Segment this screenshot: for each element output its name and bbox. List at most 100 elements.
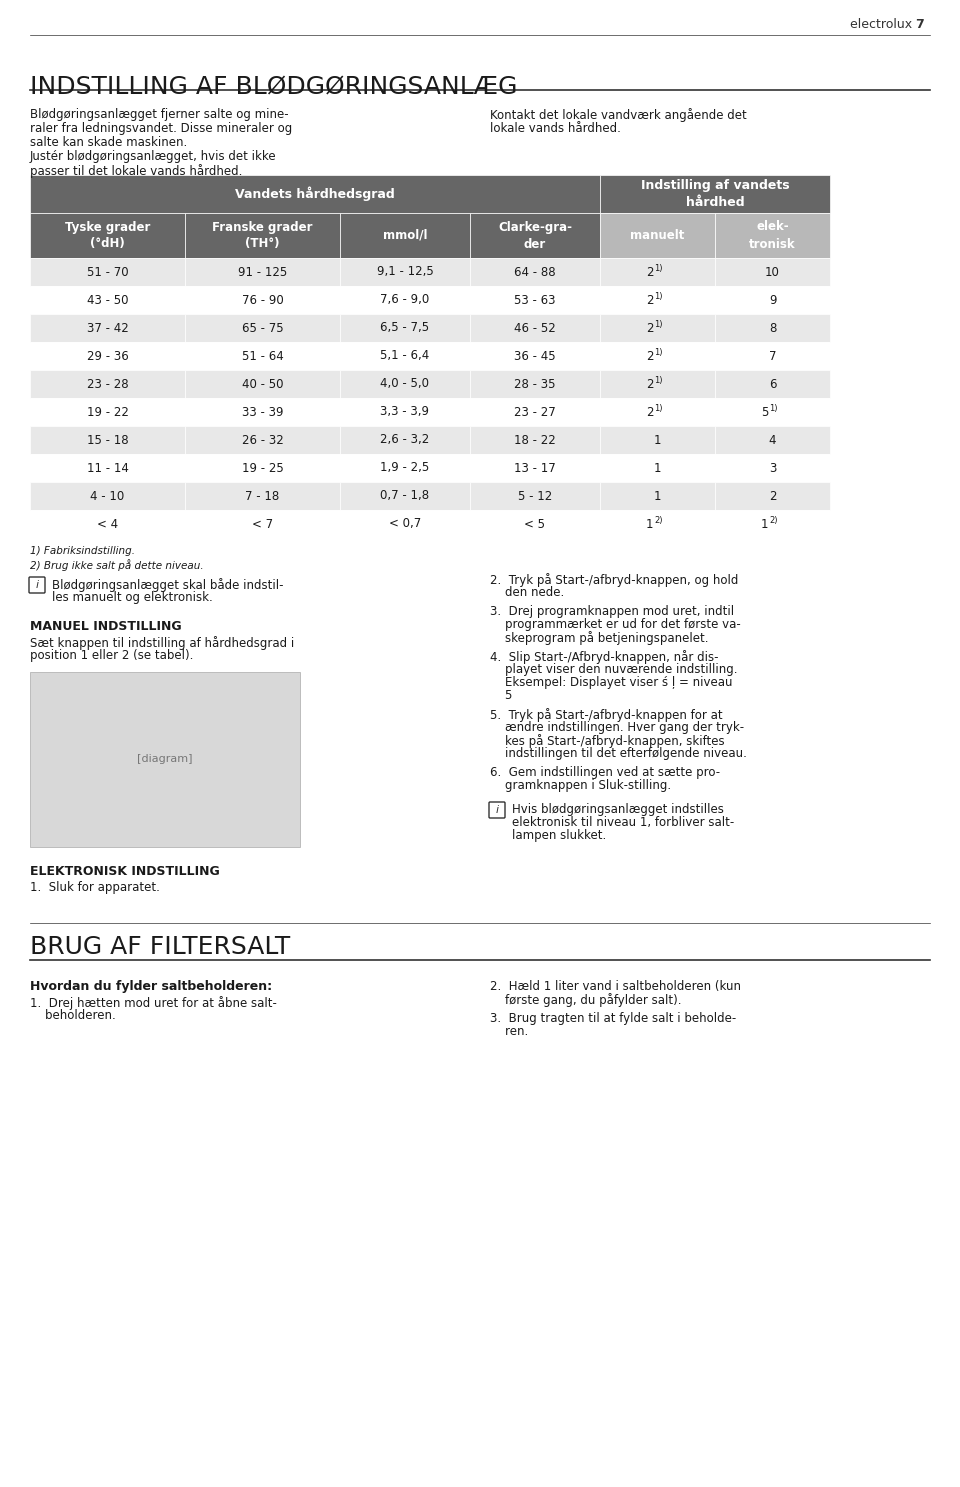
Text: 1) Fabriksindstilling.: 1) Fabriksindstilling.	[30, 546, 135, 556]
Text: 7: 7	[915, 18, 924, 31]
Text: les manuelt og elektronisk.: les manuelt og elektronisk.	[52, 590, 213, 604]
Bar	[715, 425, 830, 454]
Text: mmol/l: mmol/l	[383, 229, 427, 242]
Text: Indstilling af vandets
hårdhed: Indstilling af vandets hårdhed	[640, 178, 789, 210]
Bar	[185, 314, 340, 342]
Text: 4.  Slip Start-/Afbryd-knappen, når dis-: 4. Slip Start-/Afbryd-knappen, når dis-	[490, 650, 718, 665]
Bar	[715, 342, 830, 370]
Text: 2.  Hæld 1 liter vand i saltbeholderen (kun: 2. Hæld 1 liter vand i saltbeholderen (k…	[490, 980, 741, 993]
Text: 33 - 39: 33 - 39	[242, 406, 283, 418]
Text: 9,1 - 12,5: 9,1 - 12,5	[376, 266, 433, 278]
Bar	[340, 482, 470, 510]
Text: [diagram]: [diagram]	[137, 754, 193, 764]
Text: 1): 1)	[655, 376, 663, 385]
Bar	[185, 286, 340, 314]
Text: 1: 1	[654, 461, 661, 474]
Bar	[715, 370, 830, 399]
Bar	[600, 314, 715, 342]
Text: 2: 2	[646, 293, 654, 306]
Text: 6,5 - 7,5: 6,5 - 7,5	[380, 321, 429, 335]
Text: 7: 7	[769, 349, 777, 363]
Text: 18 - 22: 18 - 22	[515, 434, 556, 446]
Bar	[470, 259, 600, 286]
Text: 2) Brug ikke salt på dette niveau.: 2) Brug ikke salt på dette niveau.	[30, 559, 204, 571]
Bar	[30, 482, 185, 510]
Text: ELEKTRONISK INDSTILLING: ELEKTRONISK INDSTILLING	[30, 865, 220, 877]
Bar	[30, 454, 185, 482]
Text: 5 - 12: 5 - 12	[517, 489, 552, 503]
Text: 65 - 75: 65 - 75	[242, 321, 283, 335]
Text: indstillingen til det efterfølgende niveau.: indstillingen til det efterfølgende nive…	[490, 746, 747, 760]
Text: 6: 6	[769, 378, 777, 391]
Text: INDSTILLING AF BLØDGØRINGSANLÆG: INDSTILLING AF BLØDGØRINGSANLÆG	[30, 74, 517, 100]
Bar	[600, 175, 830, 213]
Bar	[600, 510, 715, 538]
Text: 1: 1	[761, 517, 769, 531]
Text: MANUEL INDSTILLING: MANUEL INDSTILLING	[30, 620, 181, 633]
Text: position 1 eller 2 (se tabel).: position 1 eller 2 (se tabel).	[30, 648, 193, 662]
Text: 7 - 18: 7 - 18	[246, 489, 279, 503]
Text: lokale vands hårdhed.: lokale vands hårdhed.	[490, 122, 621, 135]
Text: 9: 9	[769, 293, 777, 306]
Text: Hvordan du fylder saltbeholderen:: Hvordan du fylder saltbeholderen:	[30, 980, 272, 993]
Bar	[470, 314, 600, 342]
Text: 2: 2	[646, 266, 654, 278]
Bar	[715, 286, 830, 314]
Bar	[470, 454, 600, 482]
Text: manuelt: manuelt	[631, 229, 684, 242]
Text: Justér blødgøringsanlægget, hvis det ikke: Justér blødgøringsanlægget, hvis det ikk…	[30, 150, 276, 164]
Bar	[600, 399, 715, 425]
Text: 13 - 17: 13 - 17	[515, 461, 556, 474]
Bar	[600, 370, 715, 399]
Text: 4: 4	[769, 434, 777, 446]
Text: raler fra ledningsvandet. Disse mineraler og: raler fra ledningsvandet. Disse minerale…	[30, 122, 292, 135]
Bar	[30, 672, 300, 848]
Bar	[30, 370, 185, 399]
Bar	[715, 259, 830, 286]
Text: første gang, du påfylder salt).: første gang, du påfylder salt).	[490, 993, 682, 1007]
Text: 2): 2)	[655, 516, 663, 525]
Bar	[340, 425, 470, 454]
Bar	[340, 370, 470, 399]
Text: 1,9 - 2,5: 1,9 - 2,5	[380, 461, 430, 474]
Bar	[470, 425, 600, 454]
Text: programmærket er ud for det første va-: programmærket er ud for det første va-	[490, 619, 741, 630]
Text: 23 - 27: 23 - 27	[515, 406, 556, 418]
Bar	[185, 399, 340, 425]
Bar	[185, 510, 340, 538]
Text: 4 - 10: 4 - 10	[90, 489, 125, 503]
Bar	[185, 342, 340, 370]
Text: 3.  Brug tragten til at fylde salt i beholde-: 3. Brug tragten til at fylde salt i beho…	[490, 1013, 736, 1025]
Text: 2: 2	[769, 489, 777, 503]
Text: 1): 1)	[770, 404, 778, 413]
Text: 7,6 - 9,0: 7,6 - 9,0	[380, 293, 430, 306]
Text: 1.  Drej hætten mod uret for at åbne salt-: 1. Drej hætten mod uret for at åbne salt…	[30, 996, 276, 1010]
Text: 46 - 52: 46 - 52	[515, 321, 556, 335]
Text: 29 - 36: 29 - 36	[86, 349, 129, 363]
Text: Tyske grader
(°dH): Tyske grader (°dH)	[65, 220, 150, 250]
Bar	[185, 425, 340, 454]
Text: 1): 1)	[655, 348, 663, 357]
Bar	[30, 213, 185, 259]
Text: BRUG AF FILTERSALT: BRUG AF FILTERSALT	[30, 935, 290, 959]
Bar	[470, 510, 600, 538]
Text: 1: 1	[654, 489, 661, 503]
Text: 28 - 35: 28 - 35	[515, 378, 556, 391]
Bar	[30, 510, 185, 538]
Text: ren.: ren.	[490, 1025, 528, 1038]
Text: electrolux: electrolux	[850, 18, 916, 31]
Bar	[470, 399, 600, 425]
Text: elektronisk til niveau 1, forbliver salt-: elektronisk til niveau 1, forbliver salt…	[512, 816, 734, 828]
Text: passer til det lokale vands hårdhed.: passer til det lokale vands hårdhed.	[30, 164, 242, 178]
Text: 2.  Tryk på Start-/afbryd-knappen, og hold: 2. Tryk på Start-/afbryd-knappen, og hol…	[490, 572, 738, 587]
Bar	[600, 425, 715, 454]
Text: 91 - 125: 91 - 125	[238, 266, 287, 278]
Bar	[340, 213, 470, 259]
Text: < 5: < 5	[524, 517, 545, 531]
Text: 19 - 22: 19 - 22	[86, 406, 129, 418]
Text: < 0,7: < 0,7	[389, 517, 421, 531]
Text: 11 - 14: 11 - 14	[86, 461, 129, 474]
Text: 5,1 - 6,4: 5,1 - 6,4	[380, 349, 430, 363]
Text: 2: 2	[646, 406, 654, 418]
Bar	[340, 314, 470, 342]
